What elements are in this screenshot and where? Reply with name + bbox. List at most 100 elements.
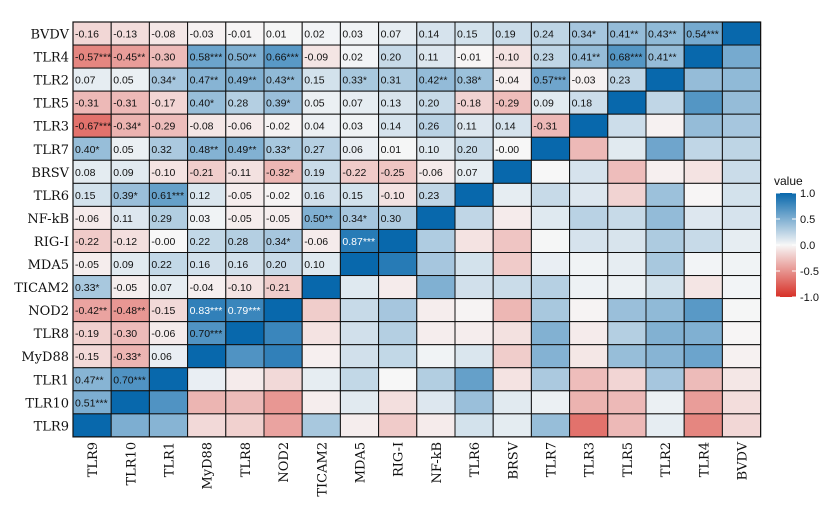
cell-value-label: 0.06 xyxy=(151,351,172,363)
heatmap-cell xyxy=(378,367,418,392)
cell-value-label: 0.16 xyxy=(190,259,211,271)
cell-value-label: 0.49** xyxy=(228,144,257,156)
heatmap-cell xyxy=(378,298,418,323)
cell-value-label: 0.70*** xyxy=(190,328,223,340)
cell-value-label: -0.25 xyxy=(381,167,405,179)
heatmap-cell xyxy=(530,136,571,161)
cell-value-label: 0.12 xyxy=(190,190,211,202)
cell-value-label: 0.06 xyxy=(342,144,363,156)
heatmap-cell xyxy=(569,182,609,207)
cell-value-label: -0.29 xyxy=(151,121,175,133)
cell-value-label: 0.27 xyxy=(304,144,325,156)
heatmap-cell xyxy=(263,367,303,392)
heatmap-cell xyxy=(301,344,341,369)
heatmap-cell xyxy=(721,275,762,300)
cell-value-label: 0.05 xyxy=(113,75,134,87)
heatmap-cell xyxy=(721,252,762,277)
heatmap-cell xyxy=(530,321,571,346)
cell-value-label: 0.22 xyxy=(151,259,172,271)
cell-value-label: -0.02 xyxy=(266,190,290,202)
heatmap-cell xyxy=(607,90,647,115)
cell-value-label: 0.34* xyxy=(342,213,367,225)
heatmap-cell xyxy=(569,390,609,415)
row-label: NF-kB xyxy=(27,212,69,227)
cell-value-label: 0.87*** xyxy=(342,236,375,248)
heatmap-cell xyxy=(645,113,685,138)
column-label: RIG-I xyxy=(392,442,407,477)
cell-value-label: -0.08 xyxy=(190,121,214,133)
heatmap-cell xyxy=(530,228,571,253)
cell-value-label: 0.43** xyxy=(266,75,295,87)
cell-value-label: -0.05 xyxy=(75,259,99,271)
heatmap-cell xyxy=(301,275,341,300)
cell-value-label: 0.16 xyxy=(228,259,249,271)
heatmap-cell xyxy=(683,344,723,369)
legend-color-bar xyxy=(776,193,796,297)
cell-value-label: -0.01 xyxy=(457,52,481,64)
heatmap-cell xyxy=(569,413,609,438)
cell-value-label: 0.01 xyxy=(381,144,402,156)
heatmap-cell xyxy=(683,390,723,415)
heatmap-cell xyxy=(530,298,571,323)
cell-value-label: 0.04 xyxy=(304,121,325,133)
cell-value-label: 0.42** xyxy=(419,75,448,87)
heatmap-cell xyxy=(263,413,303,438)
cell-value-label: -0.45** xyxy=(113,52,145,64)
heatmap-cell xyxy=(263,298,303,323)
heatmap-cell xyxy=(378,275,418,300)
row-label: TLR9 xyxy=(34,419,69,434)
cell-value-label: 0.50** xyxy=(228,52,257,64)
cell-value-label: 0.15 xyxy=(457,29,478,41)
cell-value-label: 0.07 xyxy=(457,167,478,179)
color-legend: value 1.0 0.5 0.0 -0.5 -1.0 xyxy=(774,174,819,304)
cell-value-label: 0.41** xyxy=(572,52,601,64)
heatmap-cell xyxy=(492,413,532,438)
heatmap-cell xyxy=(454,182,494,207)
heatmap-cell xyxy=(301,413,341,438)
heatmap-cell xyxy=(683,275,723,300)
cell-value-label: -0.12 xyxy=(113,236,137,248)
cell-value-label: 0.22 xyxy=(190,236,211,248)
cell-value-label: 0.66*** xyxy=(266,52,299,64)
heatmap-cell xyxy=(187,344,227,369)
heatmap-cell xyxy=(416,252,456,277)
column-label: TLR1 xyxy=(163,442,178,477)
heatmap-cell xyxy=(721,44,762,69)
cell-value-label: 0.13 xyxy=(381,98,402,110)
legend-tick-label: 0.0 xyxy=(800,240,815,252)
heatmap-cell xyxy=(378,228,418,253)
cell-value-label: -0.00 xyxy=(495,144,519,156)
legend-tick-label: 0.5 xyxy=(800,214,815,226)
heatmap-cell xyxy=(569,298,609,323)
cell-value-label: -0.04 xyxy=(190,282,214,294)
heatmap-cell xyxy=(72,413,112,438)
heatmap-cell xyxy=(645,67,685,92)
heatmap-cell xyxy=(645,159,685,184)
column-label: TLR9 xyxy=(86,442,101,477)
cell-value-label: 0.28 xyxy=(228,98,249,110)
heatmap-cell xyxy=(339,252,380,277)
cell-value-label: 0.39* xyxy=(266,98,291,110)
cell-value-label: 0.40* xyxy=(190,98,215,110)
cell-value-label: -0.06 xyxy=(304,236,328,248)
cell-value-label: 0.18 xyxy=(572,98,593,110)
heatmap-cell xyxy=(530,367,571,392)
heatmap-cell xyxy=(416,413,456,438)
heatmap-cell xyxy=(683,90,723,115)
heatmap-cell xyxy=(530,252,571,277)
heatmap-cell xyxy=(416,228,456,253)
heatmap-cell xyxy=(607,136,647,161)
heatmap-cell xyxy=(683,228,723,253)
cell-value-label: -0.06 xyxy=(75,213,99,225)
heatmap-cell xyxy=(721,298,762,323)
cell-value-label: 0.43** xyxy=(648,29,677,41)
row-label: TLR10 xyxy=(25,396,69,411)
cell-value-label: -0.34* xyxy=(113,121,141,133)
heatmap-cell-labels: -0.16 -0.13 -0.08 -0.03 -0.01 0.01 0.02 0.03 0.0… xyxy=(75,29,719,410)
heatmap-cell xyxy=(110,413,150,438)
cell-value-label: -0.31 xyxy=(75,98,99,110)
cell-value-label: -0.17 xyxy=(151,98,175,110)
heatmap-cell xyxy=(683,321,723,346)
heatmap-cell xyxy=(339,344,380,369)
